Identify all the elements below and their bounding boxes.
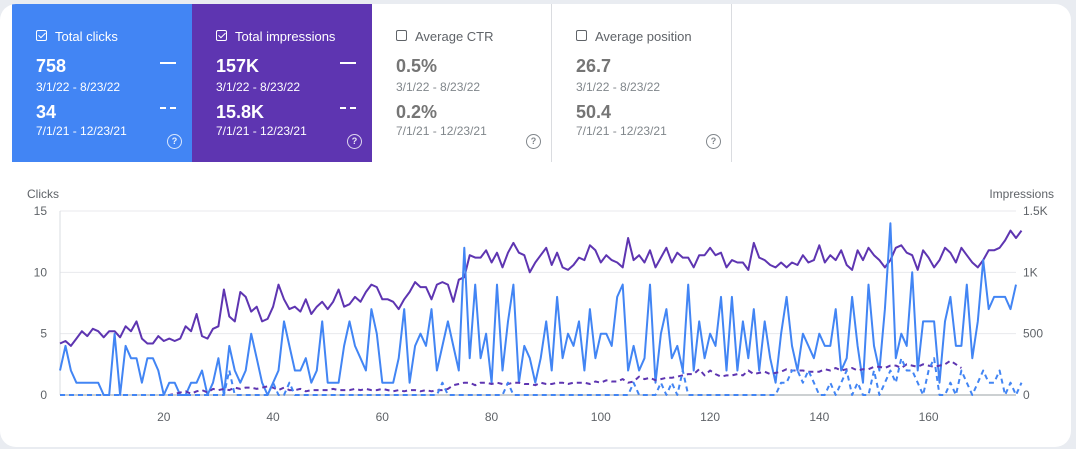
total-impressions-card[interactable]: Total impressions 157K 3/1/22 - 8/23/22 …: [192, 4, 372, 162]
current-value: 758: [36, 56, 67, 76]
series-line-1: [59, 222, 1017, 396]
card-label: Average CTR: [415, 29, 494, 44]
x-tick-label: 40: [266, 410, 280, 424]
x-tick-label: 20: [157, 410, 171, 424]
x-tick-label: 60: [376, 410, 390, 424]
series-line-2: [60, 359, 962, 396]
y-axis-title: Clicks: [27, 187, 59, 201]
card-label: Average position: [595, 29, 692, 44]
impressions-checkbox[interactable]: [216, 30, 227, 41]
y-tick-label: 15: [34, 204, 48, 218]
y-tick-label: 0: [40, 388, 47, 402]
y-tick-label: 5: [40, 327, 47, 341]
current-value: 26.7: [576, 56, 612, 76]
x-tick-label: 120: [700, 410, 720, 424]
total-clicks-card[interactable]: Total clicks 758 3/1/22 - 8/23/22 34 7/1…: [12, 4, 192, 162]
y2-tick-label: 1K: [1023, 265, 1038, 279]
x-tick-label: 100: [591, 410, 611, 424]
dashed-line-legend-icon: [340, 107, 356, 109]
solid-line-legend-icon: [160, 62, 176, 64]
previous-value: 15.8K: [216, 102, 265, 122]
x-tick-label: 80: [485, 410, 499, 424]
previous-range: 7/1/21 - 12/23/21: [576, 124, 667, 138]
y2-tick-label: 1.5K: [1023, 204, 1048, 218]
series-line-0: [59, 229, 1023, 347]
previous-range: 7/1/21 - 12/23/21: [36, 124, 127, 138]
current-value: 0.5%: [396, 56, 438, 76]
ctr-checkbox[interactable]: [396, 30, 407, 41]
help-icon[interactable]: ?: [706, 134, 721, 149]
current-value: 157K: [216, 56, 260, 76]
dashed-line-legend-icon: [160, 107, 176, 109]
current-range: 3/1/22 - 8/23/22: [396, 80, 481, 94]
metric-cards: Total clicks 758 3/1/22 - 8/23/22 34 7/1…: [0, 4, 732, 162]
previous-range: 7/1/21 - 12/23/21: [396, 124, 487, 138]
help-icon[interactable]: ?: [526, 134, 541, 149]
card-label: Total clicks: [55, 29, 118, 44]
help-icon[interactable]: ?: [347, 134, 362, 149]
help-icon[interactable]: ?: [167, 134, 182, 149]
previous-value: 50.4: [576, 102, 612, 122]
y2-tick-label: 0: [1023, 388, 1030, 402]
y-tick-label: 10: [34, 265, 48, 279]
card-label: Total impressions: [235, 29, 336, 44]
solid-line-legend-icon: [340, 62, 356, 64]
position-checkbox[interactable]: [576, 30, 587, 41]
previous-range: 7/1/21 - 12/23/21: [216, 124, 307, 138]
previous-value: 0.2%: [396, 102, 438, 122]
current-range: 3/1/22 - 8/23/22: [36, 80, 121, 94]
x-tick-label: 160: [919, 410, 939, 424]
y2-axis-title: Impressions: [989, 187, 1054, 201]
x-tick-label: 140: [809, 410, 829, 424]
clicks-checkbox[interactable]: [36, 30, 47, 41]
performance-chart: 0 5 10 15 0 500 1K 1.5K 20 40 60 80 100 120 140 160: [34, 204, 1048, 424]
previous-value: 34: [36, 102, 57, 122]
current-range: 3/1/22 - 8/23/22: [216, 80, 301, 94]
average-ctr-card[interactable]: Average CTR 0.5% 3/1/22 - 8/23/22 0.2% 7…: [372, 4, 552, 162]
current-range: 3/1/22 - 8/23/22: [576, 80, 661, 94]
average-position-card[interactable]: Average position 26.7 3/1/22 - 8/23/22 5…: [552, 4, 732, 162]
performance-panel: Total clicks 758 3/1/22 - 8/23/22 34 7/1…: [0, 4, 1071, 447]
y2-tick-label: 500: [1023, 327, 1043, 341]
